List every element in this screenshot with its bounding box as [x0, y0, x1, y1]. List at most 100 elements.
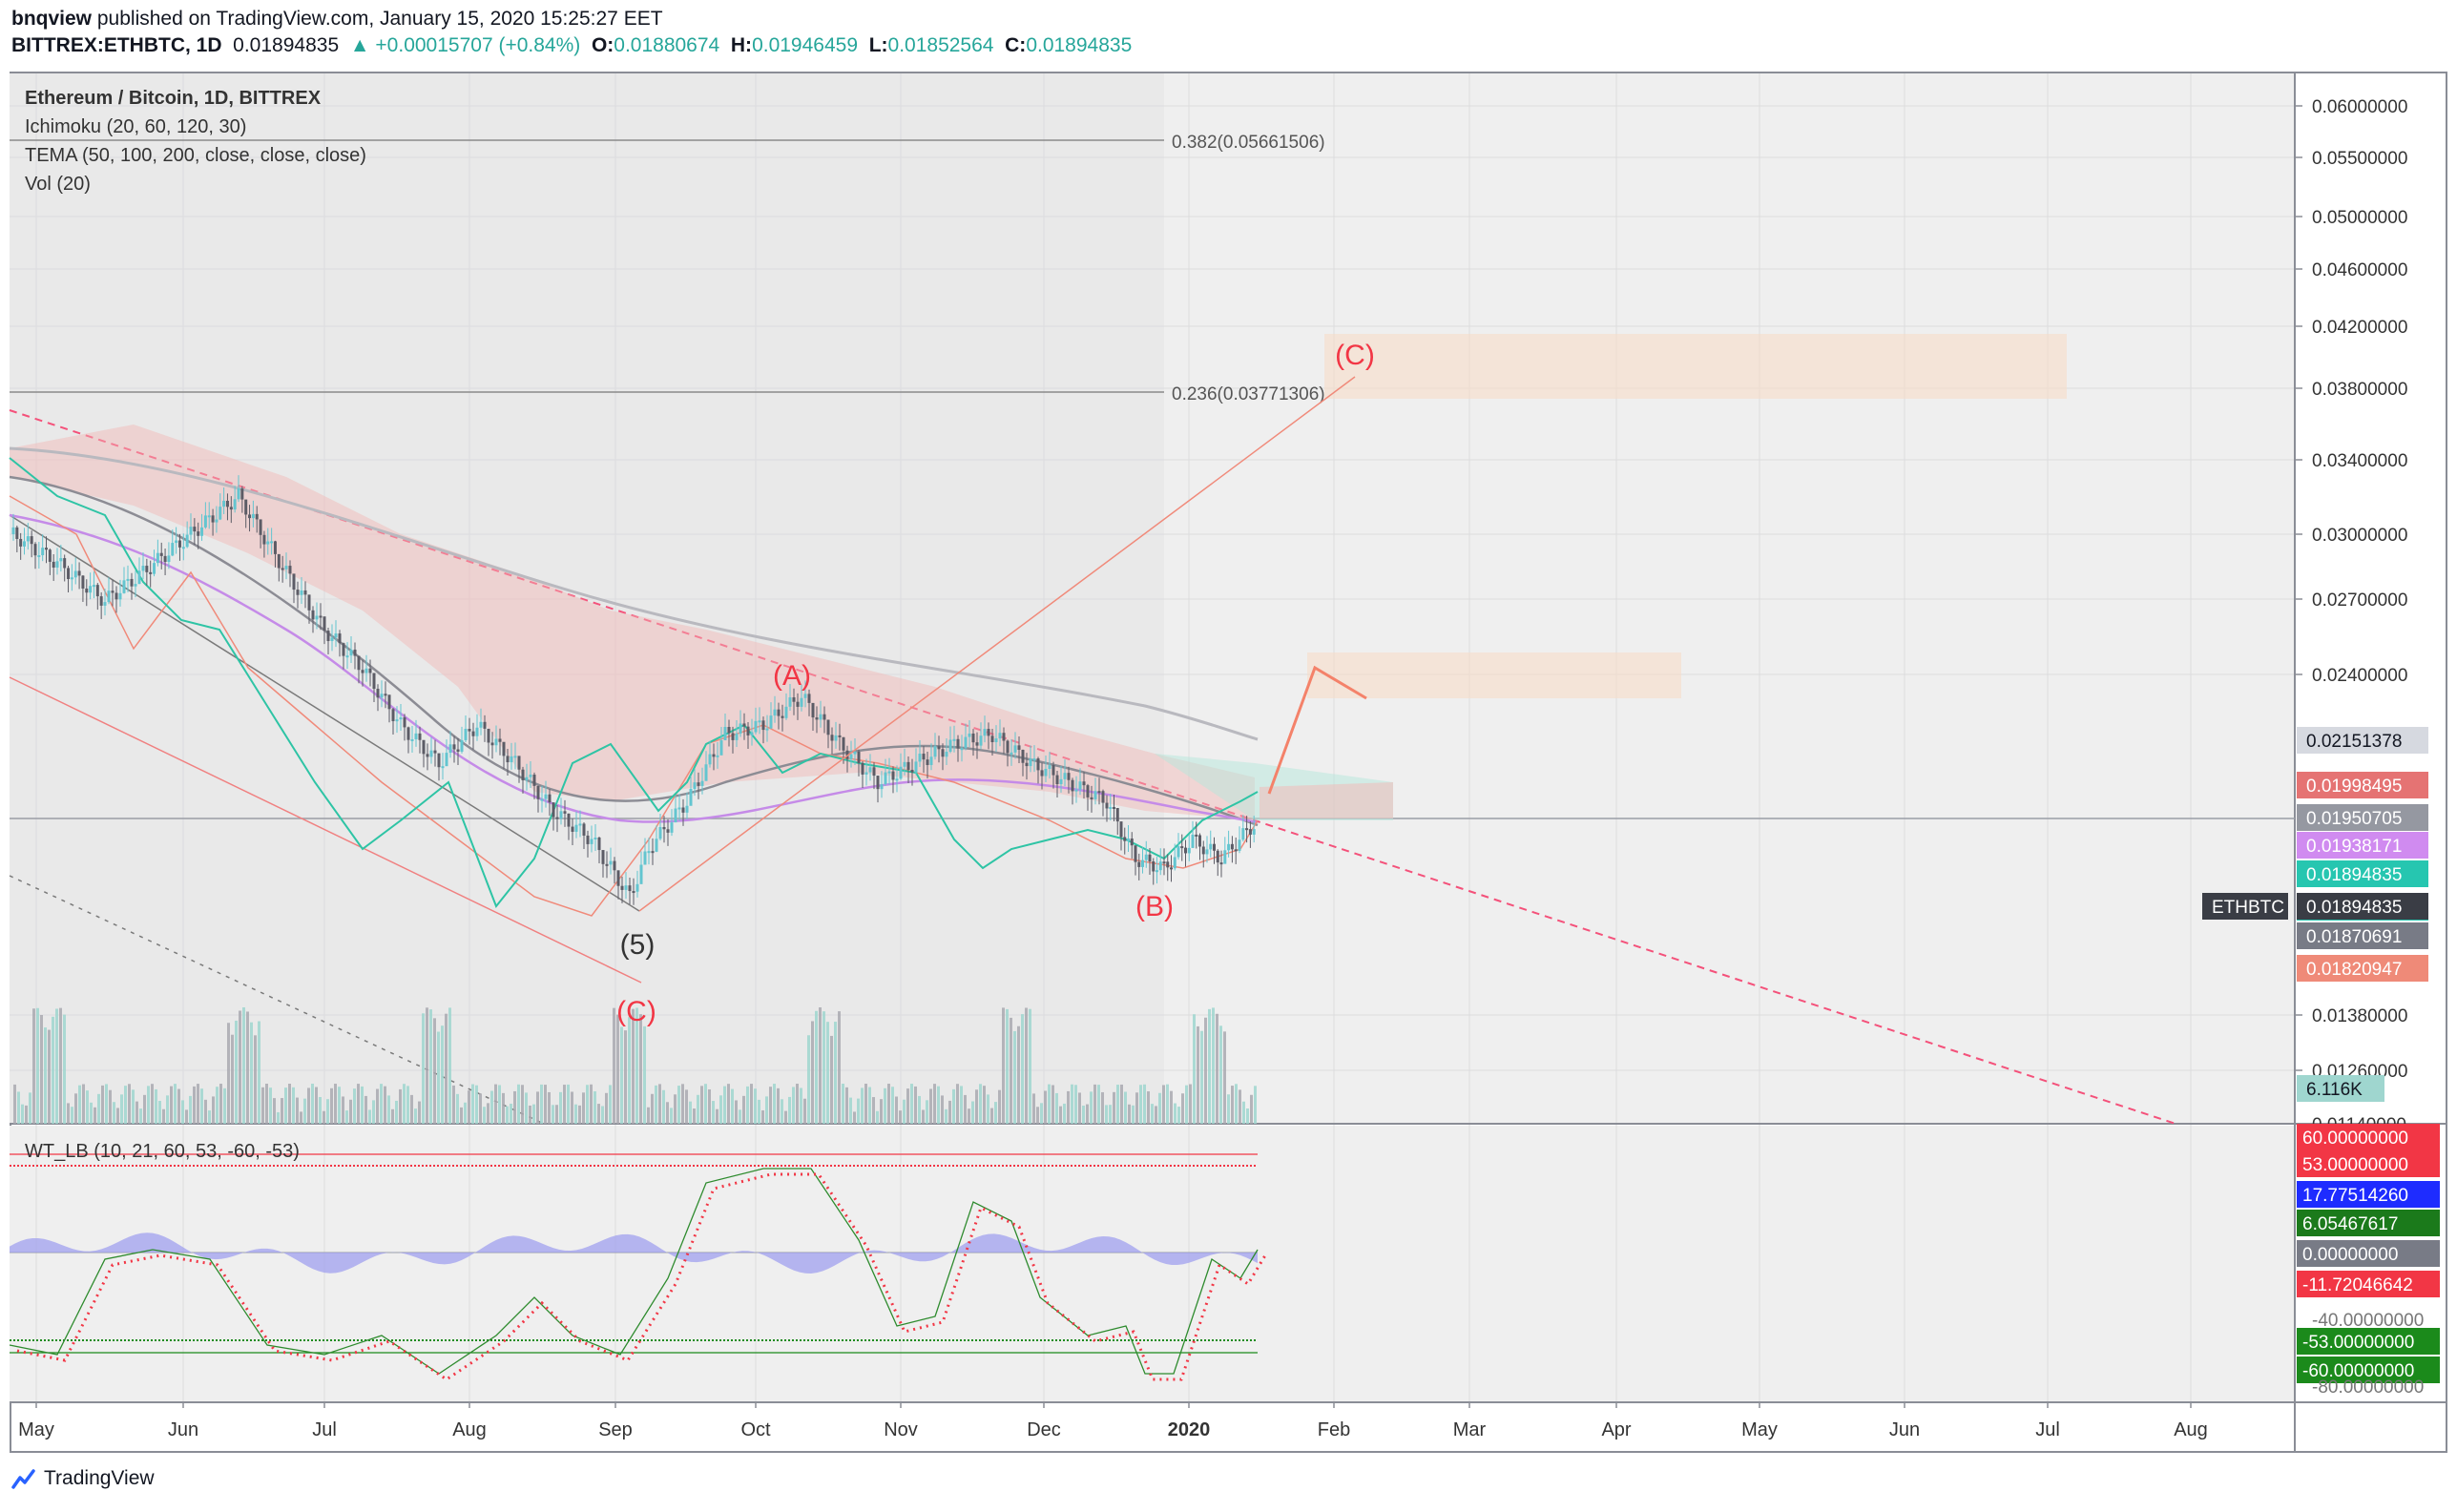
- candle-body: [414, 733, 418, 739]
- volume-bar: [1040, 1103, 1043, 1124]
- volume-bar: [338, 1087, 341, 1124]
- osc-histogram: [10, 1232, 1258, 1274]
- time-tick-label: Aug: [452, 1419, 487, 1440]
- candle-body: [437, 753, 441, 768]
- candle-body: [92, 585, 95, 588]
- volume-bar: [922, 1109, 925, 1124]
- volume-bar: [1029, 1008, 1031, 1124]
- candle-body: [529, 775, 532, 777]
- close-value: 0.01894835: [1026, 34, 1133, 56]
- osc-legend: WT_LB (10, 21, 60, 53, -60, -53): [25, 1137, 300, 1166]
- low-value: 0.01852564: [887, 34, 994, 56]
- candle-body: [149, 571, 153, 574]
- author-name[interactable]: bnqview: [11, 8, 93, 30]
- fib-236-label: 0.236(0.03771306): [1172, 384, 1325, 404]
- candle-body: [750, 732, 754, 735]
- target-zone-upper: [1324, 334, 2067, 399]
- candle-body: [448, 744, 452, 754]
- candle-body: [891, 771, 895, 780]
- candle-body: [773, 709, 777, 716]
- price-tag-text: 0.02151378: [2306, 732, 2402, 752]
- volume-bar: [288, 1084, 291, 1124]
- candle-body: [777, 709, 781, 716]
- volume-bar: [468, 1090, 470, 1124]
- volume-bar: [494, 1084, 497, 1124]
- osc-tag: 60.00000000: [2297, 1124, 2440, 1150]
- time-tick-label: Aug: [2174, 1419, 2208, 1440]
- candle-body: [552, 802, 555, 818]
- symbol-price-text: 0.01894835: [2306, 898, 2402, 918]
- volume-bar: [410, 1094, 413, 1124]
- volume-bar: [323, 1110, 325, 1124]
- volume-bar: [1109, 1105, 1112, 1124]
- candle-body: [666, 829, 670, 833]
- time-tick-label: Nov: [884, 1419, 918, 1440]
- tradingview-logo[interactable]: TradingView: [11, 1467, 155, 1490]
- candle-body: [868, 767, 872, 773]
- volume-bar: [777, 1087, 780, 1124]
- legend-tema[interactable]: TEMA (50, 100, 200, close, close, close): [25, 145, 366, 166]
- volume-bar: [303, 1098, 306, 1124]
- time-tick-label: Jul: [312, 1419, 337, 1440]
- candle-body: [1082, 781, 1086, 786]
- candle-body: [567, 813, 571, 827]
- osc-tag-text: 6.05467617: [2302, 1214, 2398, 1234]
- volume-bar: [899, 1110, 902, 1124]
- volume-bar: [1223, 1031, 1226, 1124]
- candle-body: [910, 769, 914, 773]
- candle-body: [262, 534, 266, 545]
- volume-bar: [1139, 1085, 1142, 1124]
- candle-body: [45, 548, 48, 550]
- candle-body: [259, 519, 262, 535]
- volume-bar: [132, 1089, 135, 1124]
- volume-bar: [471, 1084, 474, 1124]
- osc-tag-text: 0.00000000: [2302, 1245, 2398, 1265]
- price-tag: 0.01950705: [2297, 804, 2428, 831]
- candle-body: [219, 507, 222, 520]
- candle-body: [222, 500, 226, 507]
- volume-bar: [48, 1029, 51, 1124]
- candle-body: [1130, 839, 1134, 846]
- legend-ichimoku[interactable]: Ichimoku (20, 60, 120, 30): [25, 116, 247, 137]
- legend-wt[interactable]: WT_LB (10, 21, 60, 53, -60, -53): [25, 1141, 300, 1162]
- price-tick-label: 0.02400000: [2312, 666, 2407, 686]
- volume-bar: [120, 1094, 123, 1124]
- volume-bar: [460, 1107, 463, 1124]
- volume-bar: [971, 1101, 974, 1124]
- volume-bar: [326, 1099, 329, 1124]
- wave-a-label: (A): [773, 660, 811, 692]
- candle-body: [1216, 850, 1219, 863]
- candle-body: [742, 723, 746, 727]
- volume-bar: [387, 1095, 390, 1124]
- candle-body: [361, 670, 364, 673]
- volume-bar: [74, 1093, 77, 1124]
- candle-body: [945, 752, 948, 757]
- volume-bar: [712, 1101, 715, 1124]
- candle-body: [307, 594, 311, 611]
- volume-bar: [616, 1014, 619, 1124]
- volume-bar: [761, 1109, 764, 1124]
- candle-body: [895, 778, 899, 781]
- volume-bar: [1086, 1104, 1089, 1124]
- price-tag-text: 0.01870691: [2306, 927, 2402, 947]
- volume-bar: [700, 1086, 703, 1124]
- price-tag-text: 0.01950705: [2306, 809, 2402, 829]
- volume-bar: [926, 1100, 928, 1124]
- volume-bar: [1151, 1104, 1154, 1124]
- volume-bar: [1239, 1089, 1241, 1124]
- candle-body: [48, 549, 52, 562]
- candle-body: [395, 719, 399, 722]
- candle-body: [1248, 829, 1252, 835]
- volume-bar: [990, 1108, 993, 1124]
- candle-body: [345, 655, 349, 658]
- candle-body: [605, 863, 609, 866]
- candle-body: [471, 731, 475, 736]
- legend-title[interactable]: Ethereum / Bitcoin, 1D, BITTREX: [25, 88, 322, 109]
- price-tick-label: 0.01380000: [2312, 1006, 2407, 1026]
- volume-bar: [685, 1089, 688, 1124]
- candle-body: [1176, 846, 1180, 858]
- volume-bar: [1166, 1084, 1169, 1124]
- volume-bar: [334, 1084, 337, 1124]
- legend-vol[interactable]: Vol (20): [25, 174, 91, 195]
